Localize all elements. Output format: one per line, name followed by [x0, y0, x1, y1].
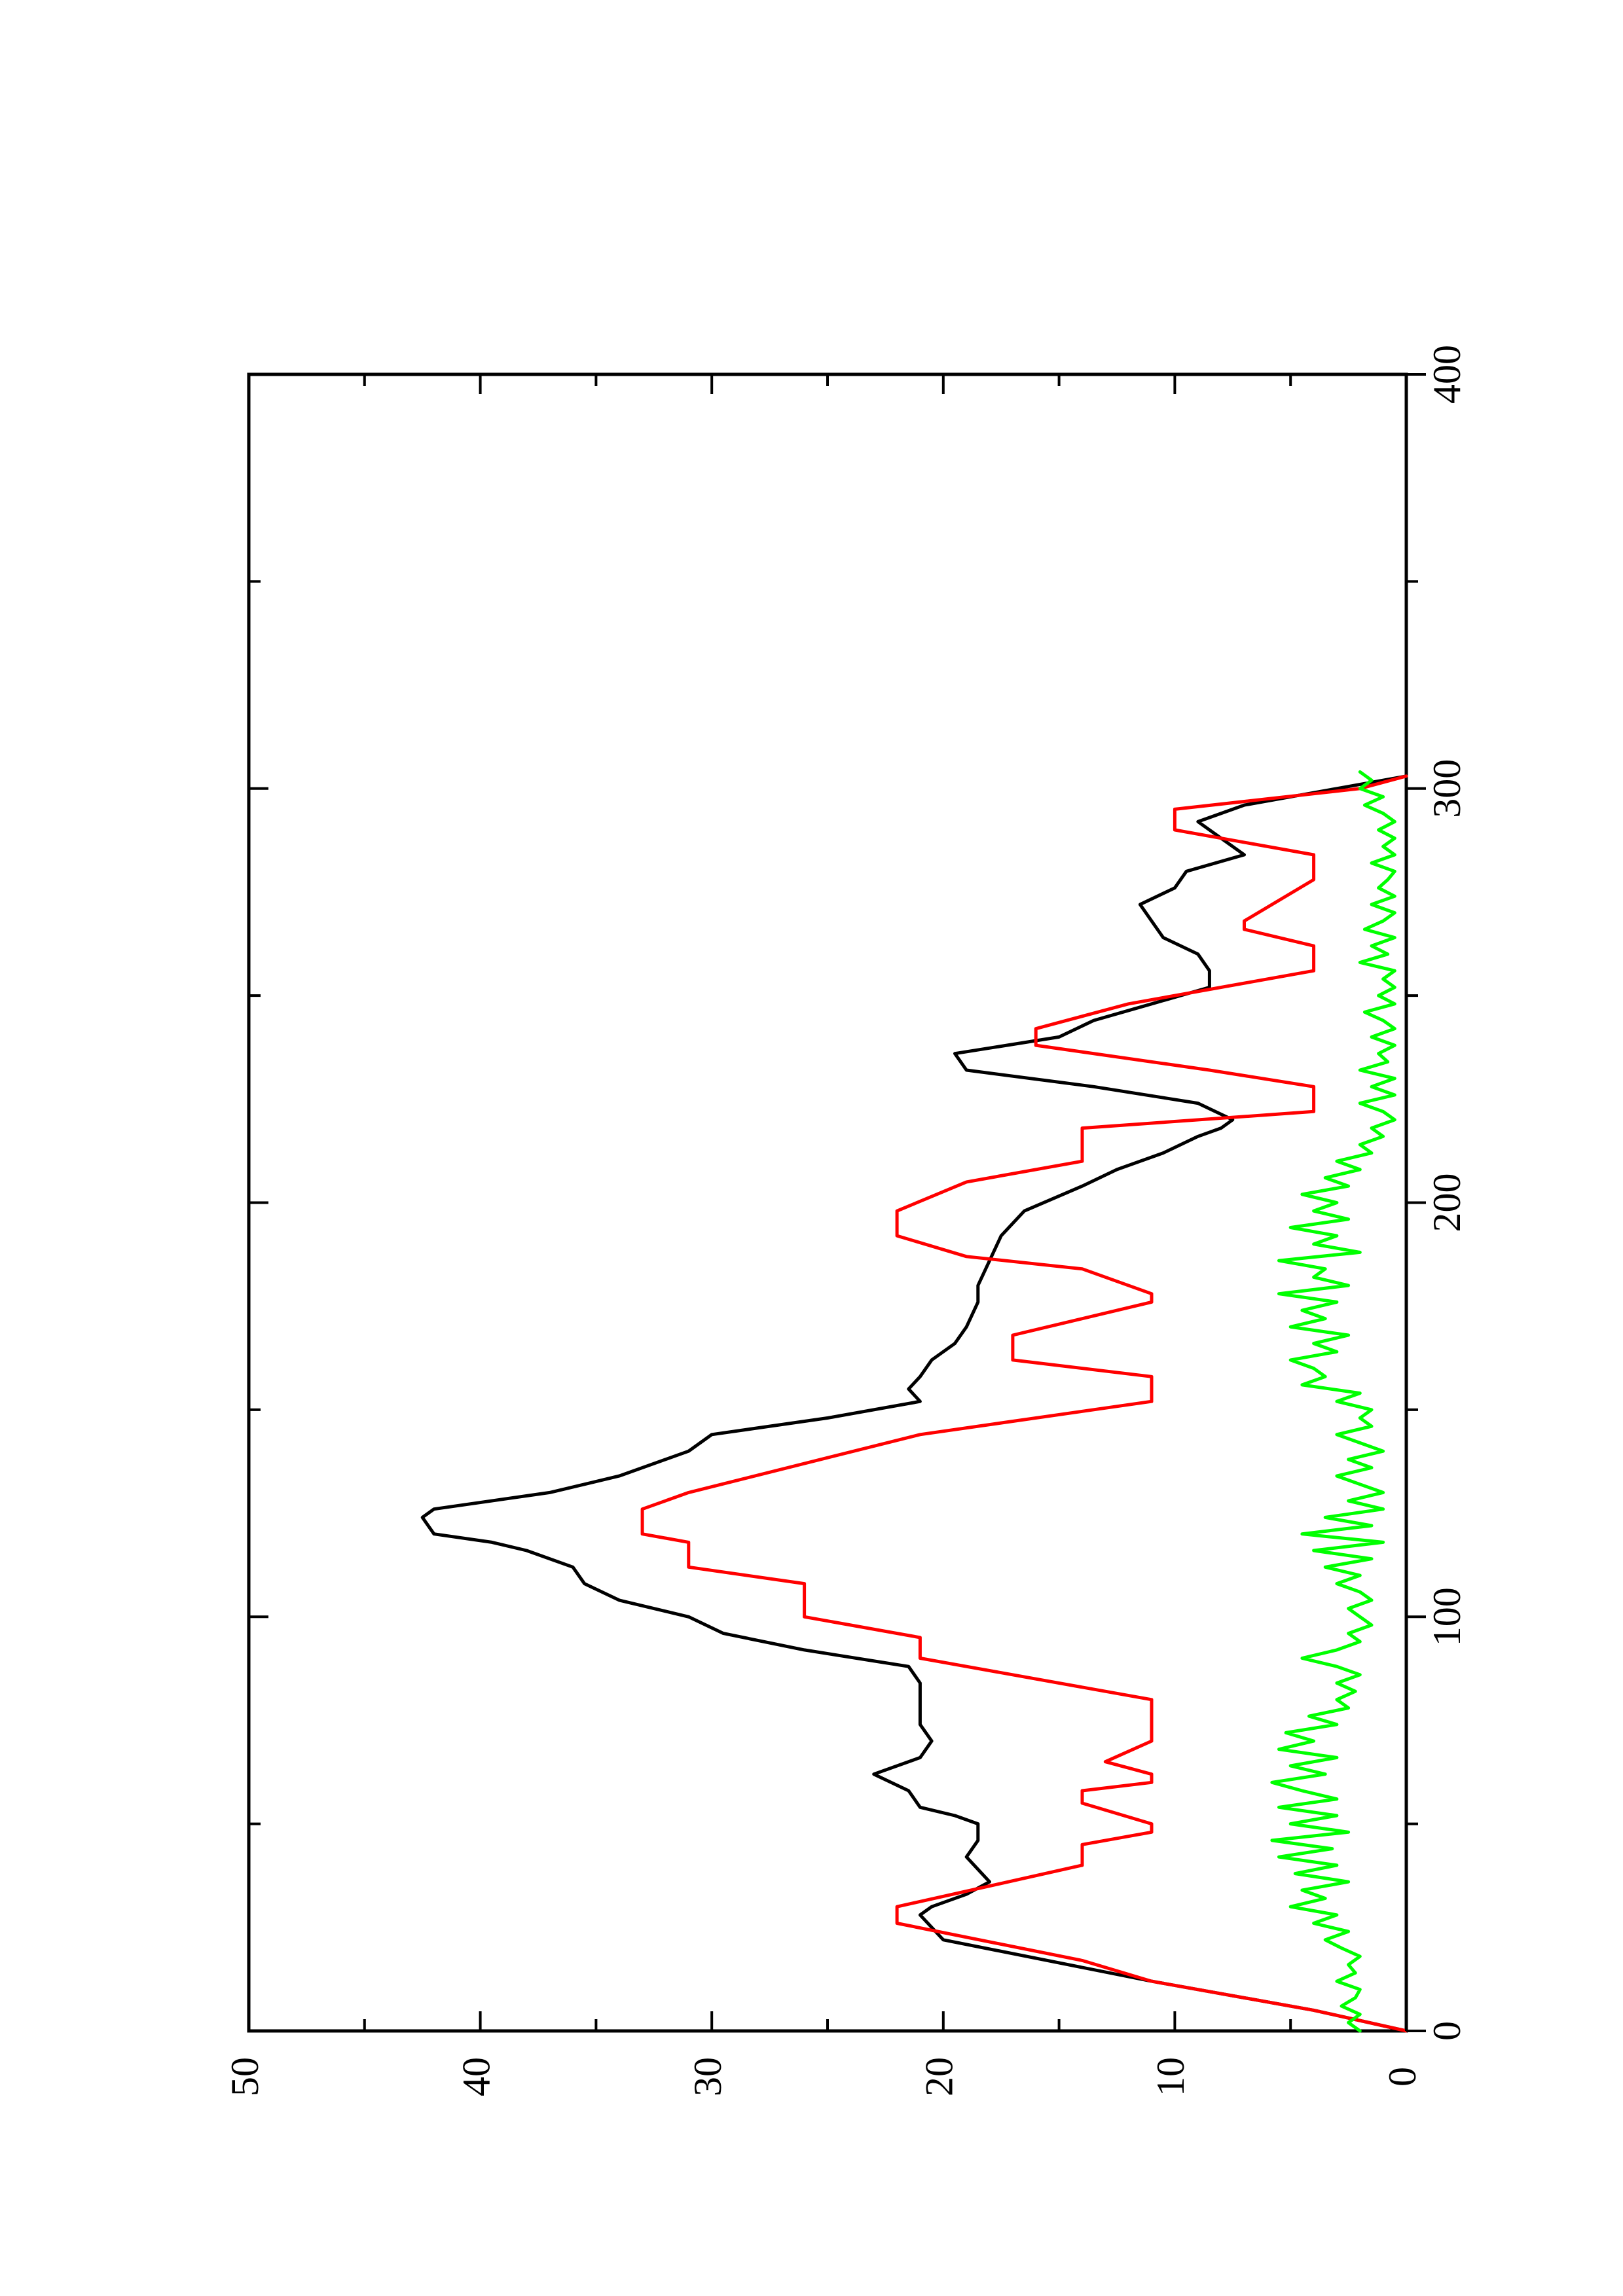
- x-tick-label-300: 300: [1425, 759, 1468, 818]
- ticks-layer: [247, 373, 1426, 2032]
- x-tick-label-400: 400: [1425, 345, 1468, 404]
- y-tick-label-50: 50: [223, 2057, 266, 2096]
- series-line-1: [420, 774, 1408, 2033]
- x-tick-label-200: 200: [1425, 1174, 1468, 1232]
- y-tick-label-0: 0: [1381, 2067, 1424, 2087]
- plot-area: [247, 372, 1408, 2033]
- x-tick-label-100: 100: [1425, 1587, 1468, 1646]
- y-tick-label-40: 40: [454, 2057, 498, 2096]
- series-layer: [420, 770, 1408, 2033]
- tick-labels: 0 100 200 300 400 0 10 20 30 40 50: [223, 345, 1468, 2096]
- plot-frame: [247, 372, 1408, 2033]
- y-tick-label-20: 20: [918, 2057, 961, 2096]
- series-line-2: [640, 774, 1408, 2033]
- y-tick-label-10: 10: [1149, 2057, 1192, 2096]
- series-line-3: [1270, 770, 1396, 2033]
- y-tick-label-30: 30: [686, 2057, 729, 2096]
- x-tick-label-0: 0: [1425, 2021, 1468, 2041]
